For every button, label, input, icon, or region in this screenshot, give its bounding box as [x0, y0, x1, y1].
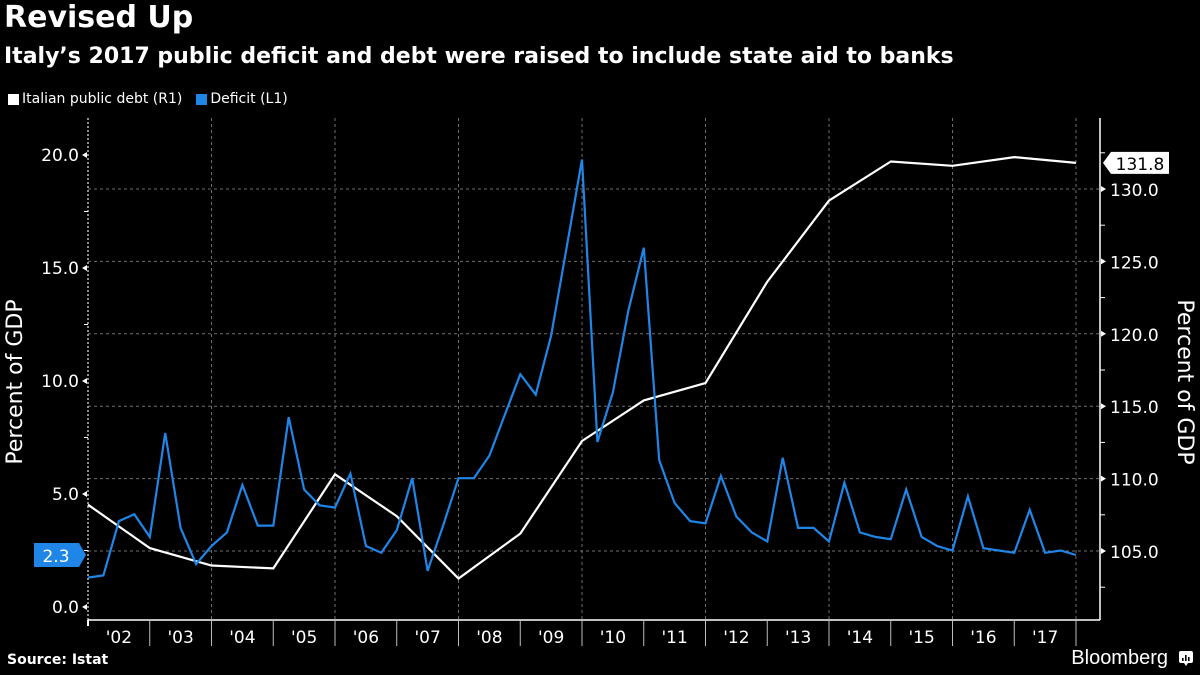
right-tick-label: 130.0: [1110, 181, 1159, 201]
right-axis-ticks: 105.0 110.0 115.0 120.0 125.0 130.0: [1100, 152, 1159, 588]
x-tick-label: '12: [723, 628, 749, 648]
left-tick-label: 10.0: [41, 372, 79, 392]
x-tick-label: '06: [353, 628, 379, 648]
x-tick-label: '03: [167, 628, 193, 648]
x-tick-label: '11: [661, 628, 687, 648]
debt-badge-shape: [1103, 151, 1169, 174]
legend-swatch-deficit: [196, 93, 208, 105]
left-tick-label: 20.0: [41, 146, 79, 166]
left-tick-mark: [82, 491, 87, 497]
legend-label-debt: Italian public debt (R1): [22, 91, 183, 107]
left-tick-mark: [82, 604, 87, 610]
left-tick-label: 0.0: [52, 598, 79, 618]
x-tick-label: '17: [1032, 628, 1058, 648]
left-tick-label: 5.0: [52, 485, 79, 505]
x-tick-label: '09: [538, 628, 564, 648]
debt-last-value: 131.8: [1116, 155, 1165, 175]
deficit-last-value-badge: 2.3: [34, 543, 86, 568]
right-tick-mark: [1101, 258, 1106, 265]
x-tick-label: '13: [785, 628, 811, 648]
x-axis-ticks: '02 '03 '04 '05 '06 '07 '08 '09 '10 '11 '12 '13 '14 '…: [87, 620, 1077, 648]
x-tick-label: '04: [229, 628, 255, 648]
debt-last-value-badge: 131.8: [1103, 151, 1169, 175]
legend-swatch-debt: [8, 93, 19, 105]
chart-subtitle: Italy’s 2017 public deficit and debt wer…: [4, 44, 954, 69]
brand-logo: Bloomberg: [1071, 647, 1168, 669]
legend-item-deficit: Deficit (L1): [196, 91, 288, 107]
deficit-last-value: 2.3: [42, 547, 69, 567]
x-tick-label: '08: [476, 628, 502, 648]
left-axis-ticks: 0.0 5.0 10.0 15.0 20.0: [41, 146, 88, 618]
x-tick-label: '02: [106, 628, 132, 648]
right-tick-label: 110.0: [1110, 471, 1159, 491]
legend: Italian public debt (R1) Deficit (L1): [8, 91, 288, 107]
axes: [87, 118, 1101, 621]
x-tick-label: '10: [600, 628, 626, 648]
left-tick-mark: [82, 378, 87, 384]
bloomberg-chart-icon: [1179, 651, 1193, 666]
x-tick-label: '16: [970, 628, 996, 648]
deficit-badge-shape: [34, 543, 86, 568]
x-tick-label: '07: [414, 628, 440, 648]
gridlines: [88, 118, 1100, 620]
left-tick-mark: [82, 265, 87, 271]
right-tick-label: 120.0: [1110, 326, 1159, 346]
left-tick-label: 15.0: [41, 259, 79, 279]
last-value-labels: 131.8 2.3: [34, 151, 1169, 568]
x-tick-label: '14: [847, 628, 873, 648]
left-axis-title: Percent of GDP: [3, 299, 28, 464]
legend-label-deficit: Deficit (L1): [210, 91, 288, 107]
series-lines: [87, 155, 1077, 580]
right-tick-label: 115.0: [1110, 398, 1159, 418]
right-tick-label: 125.0: [1110, 253, 1159, 273]
right-tick-mark: [1101, 330, 1106, 337]
right-tick-label: 105.0: [1110, 543, 1159, 563]
right-tick-mark: [1101, 548, 1106, 554]
right-tick-mark: [1101, 403, 1106, 410]
x-tick-label: '05: [291, 628, 317, 648]
right-tick-mark: [1101, 475, 1106, 482]
chart-title: Revised Up: [4, 0, 194, 35]
right-axis-title: Percent of GDP: [1172, 299, 1197, 464]
left-tick-mark: [82, 152, 87, 158]
right-tick-mark: [1101, 186, 1106, 192]
x-tick-label: '15: [908, 628, 934, 648]
source-note: Source: Istat: [7, 652, 109, 668]
legend-item-debt: Italian public debt (R1): [8, 91, 182, 107]
